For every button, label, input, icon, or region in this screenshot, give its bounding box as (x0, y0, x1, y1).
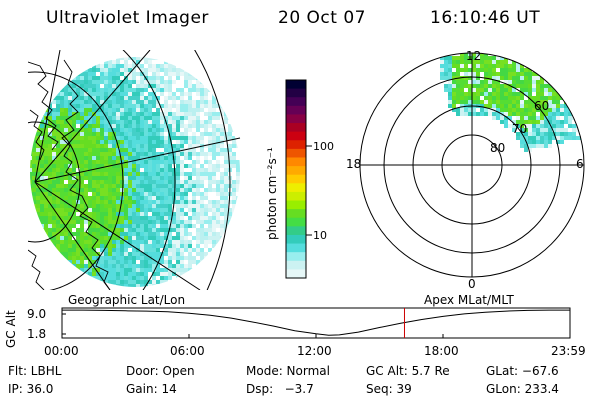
colorbar-cell (286, 105, 306, 116)
colorbar-cell (286, 166, 306, 176)
geo-meridian (34, 181, 201, 290)
mlat-label-60: 60 (534, 99, 549, 113)
coastline (28, 249, 45, 290)
geographic-panel-label: Geographic Lat/Lon (68, 293, 186, 307)
colorbar: 100 10 photon cm⁻²s⁻¹ (265, 79, 334, 279)
instrument-title: Ultraviolet Imager (46, 8, 209, 28)
colorbar-cell (286, 148, 306, 159)
xtick-23-59: 23:59 (551, 344, 586, 358)
mlat-label-80: 80 (490, 141, 505, 155)
gain-readout: Gain: 14 (126, 382, 177, 396)
colorbar-cell (286, 226, 306, 236)
xtick-06-00: 06:00 (170, 344, 205, 358)
geo-lat-circle (122, 50, 176, 290)
colorbar-gradient (286, 80, 306, 279)
mlt-label-0: 0 (468, 277, 476, 291)
geographic-emission-image (30, 57, 240, 287)
colorbar-cell (286, 200, 306, 210)
colorbar-cell (286, 80, 306, 90)
seq-readout: Seq: 39 (366, 382, 412, 396)
colorbar-cell (286, 157, 306, 167)
geo-lat-circle (28, 71, 124, 290)
altitude-plot (61, 307, 571, 339)
colorbar-frame (285, 79, 307, 279)
apex-polar-panel: 12 18 6 0 60 70 80 (346, 49, 585, 291)
colorbar-tick-100: 100 (313, 140, 334, 153)
altitude-curve (62, 309, 570, 336)
colorbar-cell (286, 217, 306, 227)
colorbar-cell (286, 123, 306, 133)
apex-panel-label: Apex MLat/MLT (424, 293, 514, 307)
colorbar-cell (286, 209, 306, 219)
colorbar-cell (286, 269, 306, 279)
geo-meridian (34, 181, 111, 290)
mlt-label-6: 6 (576, 157, 584, 171)
geo-lat-circle (28, 121, 81, 243)
geo-meridian (34, 50, 151, 183)
colorbar-cell (286, 140, 306, 150)
colorbar-unit-label: photon cm⁻²s⁻¹ (265, 147, 279, 240)
ip-readout: IP: 36.0 (8, 382, 54, 396)
colorbar-tick-10: 10 (313, 229, 327, 242)
glat-readout: GLat: −67.6 (486, 364, 559, 378)
coastline (28, 61, 59, 151)
coastline (29, 109, 45, 161)
colorbar-cell (286, 131, 306, 141)
dsp-readout: Dsp: −3.7 (246, 382, 314, 396)
geo-meridian (34, 137, 241, 183)
colorbar-cell (286, 252, 306, 262)
filter-readout: Flt: LBHL (8, 364, 62, 378)
xtick-00-00: 00:00 (44, 344, 79, 358)
geo-lat-circle (194, 50, 231, 290)
colorbar-cell (286, 97, 306, 107)
altitude-ytick-1-8: 1.8 (27, 327, 47, 341)
colorbar-cell (286, 183, 306, 193)
colorbar-cell (286, 234, 306, 245)
coastline (61, 59, 111, 290)
colorbar-cell (286, 88, 306, 98)
door-readout: Door: Open (126, 364, 195, 378)
colorbar-cell (286, 114, 306, 124)
mode-readout: Mode: Normal (246, 364, 330, 378)
altitude-ytick-9: 9.0 (27, 307, 47, 321)
altitude-ylabel: GC Alt (4, 310, 18, 348)
mlt-label-18: 18 (346, 157, 361, 171)
mlat-label-70: 70 (512, 122, 527, 136)
colorbar-cell (286, 243, 306, 253)
mlt-label-12: 12 (466, 49, 481, 63)
observation-date: 20 Oct 07 (278, 8, 366, 28)
colorbar-cell (286, 174, 306, 184)
xtick-18-00: 18:00 (424, 344, 459, 358)
gc-alt-readout: GC Alt: 5.7 Re (366, 364, 450, 378)
colorbar-cell (286, 191, 306, 202)
glon-readout: GLon: 233.4 (486, 382, 559, 396)
colorbar-cell (286, 260, 306, 270)
observation-time: 16:10:46 UT (430, 8, 541, 28)
xtick-12-00: 12:00 (297, 344, 332, 358)
